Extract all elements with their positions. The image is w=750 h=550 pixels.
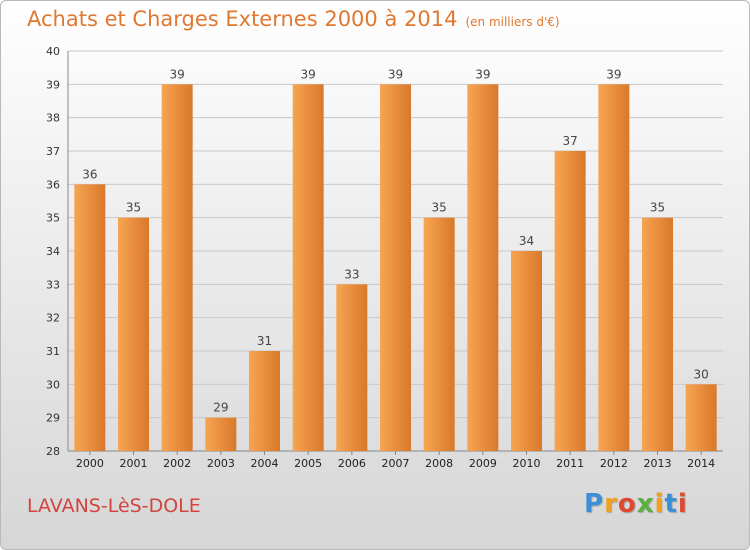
data-label-2005: 39 — [301, 67, 316, 81]
y-tick-label: 37 — [46, 145, 60, 158]
data-label-2007: 39 — [388, 67, 403, 81]
x-tick-label: 2006 — [338, 457, 366, 470]
logo-letter: i — [677, 489, 688, 519]
x-tick-label: 2003 — [207, 457, 235, 470]
logo-letter: i — [654, 489, 665, 519]
logo-letter: o — [617, 489, 637, 519]
bar-2004 — [249, 351, 280, 451]
bar-2011 — [554, 151, 586, 451]
data-label-2003: 29 — [213, 401, 228, 415]
x-tick-label: 2012 — [600, 457, 628, 470]
proxiti-logo[interactable]: Proxiti — [584, 489, 688, 519]
x-tick-label: 2001 — [120, 457, 148, 470]
bar-2005 — [292, 84, 324, 451]
chart-title-text: Achats et Charges Externes 2000 à 2014 — [27, 7, 458, 31]
data-label-2013: 35 — [650, 201, 665, 215]
data-label-2001: 35 — [126, 201, 141, 215]
x-tick-label: 2010 — [513, 457, 541, 470]
bar-2014 — [685, 384, 717, 451]
data-label-2000: 36 — [82, 167, 97, 181]
data-label-2002: 39 — [170, 67, 185, 81]
data-label-2009: 39 — [475, 67, 490, 81]
logo-letter: P — [584, 489, 605, 519]
data-label-2014: 30 — [694, 367, 709, 381]
town-name: LAVANS-LèS-DOLE — [27, 495, 201, 517]
data-labels: 36 35 39 29 31 39 33 39 35 39 34 37 39 35 30 — [82, 67, 709, 414]
y-tick-label: 31 — [46, 345, 60, 358]
y-tick-label: 35 — [46, 212, 60, 225]
y-tick-label: 30 — [46, 378, 60, 391]
y-tick-label: 29 — [46, 412, 60, 425]
bar-2008 — [423, 217, 455, 451]
x-tick-label: 2009 — [469, 457, 497, 470]
data-label-2004: 31 — [257, 334, 272, 348]
y-tick-label: 38 — [46, 112, 60, 125]
data-label-2008: 35 — [432, 201, 447, 215]
logo-letter: x — [636, 489, 655, 519]
y-tick-label: 32 — [46, 312, 60, 325]
y-tick-label: 39 — [46, 78, 60, 91]
y-tick-label: 36 — [46, 178, 60, 191]
bar-2007 — [380, 84, 411, 451]
x-tick-label: 2011 — [556, 457, 584, 470]
y-tick-label: 40 — [46, 45, 60, 58]
y-tick-label: 28 — [46, 445, 60, 458]
logo-letter: r — [604, 489, 618, 519]
logo-letter: t — [664, 489, 678, 519]
data-label-2010: 34 — [519, 234, 534, 248]
x-tick-label: 2014 — [687, 457, 715, 470]
x-tick-label: 2002 — [163, 457, 191, 470]
x-tick-label: 2000 — [76, 457, 104, 470]
bar-2002 — [161, 84, 193, 451]
chart-unit: (en milliers d'€) — [465, 15, 560, 29]
bar-2006 — [336, 284, 368, 451]
chart-title: Achats et Charges Externes 2000 à 2014 (e… — [27, 7, 560, 31]
y-tick-label: 33 — [46, 278, 60, 291]
bar-2012 — [598, 84, 630, 451]
bar-2009 — [467, 84, 499, 451]
x-tick-label: 2004 — [251, 457, 279, 470]
x-tick-label: 2005 — [294, 457, 322, 470]
x-tick-label: 2013 — [644, 457, 672, 470]
bar-2000 — [74, 184, 106, 452]
y-tick-label: 34 — [46, 245, 60, 258]
x-tick-label: 2007 — [382, 457, 410, 470]
bar-2013 — [642, 217, 673, 451]
data-label-2012: 39 — [606, 67, 621, 81]
data-label-2011: 37 — [563, 134, 578, 148]
x-tick-label: 2008 — [425, 457, 453, 470]
bars — [74, 84, 717, 452]
bar-2010 — [511, 251, 542, 451]
bar-2003 — [205, 417, 237, 451]
data-label-2006: 33 — [344, 267, 359, 281]
bar-2001 — [118, 217, 149, 451]
